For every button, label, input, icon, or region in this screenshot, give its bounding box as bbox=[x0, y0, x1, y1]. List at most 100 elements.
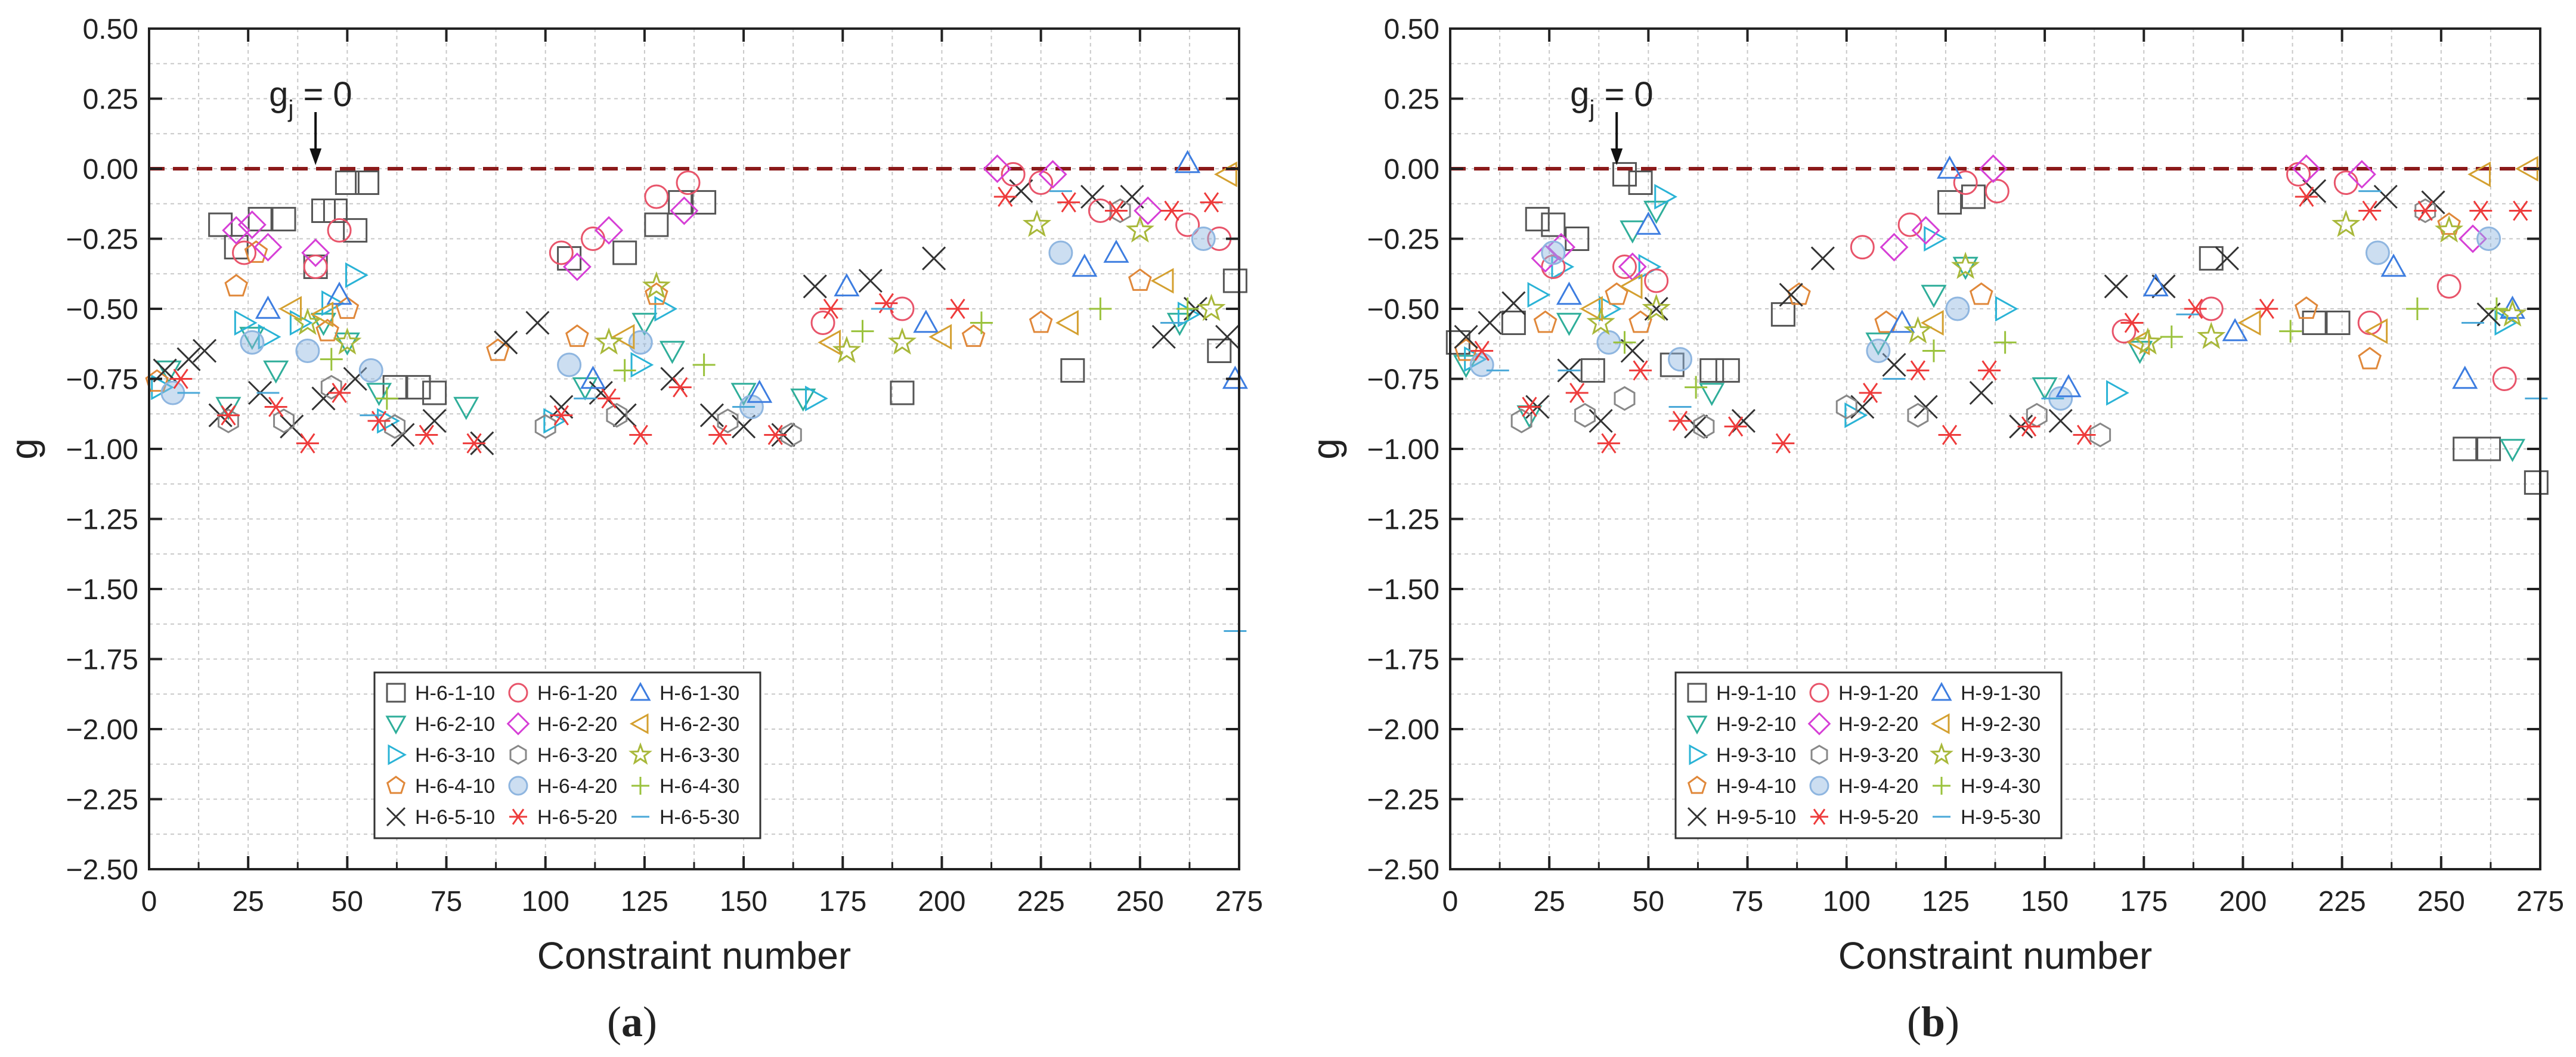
data-point bbox=[659, 340, 685, 364]
data-point bbox=[1574, 402, 1596, 428]
data-point bbox=[1109, 198, 1131, 224]
data-point bbox=[1920, 309, 1944, 336]
data-point bbox=[2160, 326, 2183, 348]
y-tick-label: −2.50 bbox=[66, 854, 138, 886]
data-point bbox=[1685, 376, 1708, 399]
data-point bbox=[1693, 414, 1715, 439]
x-tick-label: 175 bbox=[2120, 886, 2168, 917]
data-point bbox=[1605, 282, 1629, 305]
legend-entry: H-6-2-10 bbox=[385, 713, 495, 736]
data-point bbox=[1038, 160, 1067, 189]
data-point bbox=[1060, 358, 1085, 383]
legend-label: H-6-3-10 bbox=[415, 744, 495, 767]
data-point bbox=[644, 184, 669, 209]
data-point bbox=[328, 382, 351, 404]
data-point bbox=[2499, 439, 2526, 463]
data-point bbox=[366, 383, 392, 407]
data-point bbox=[1215, 324, 1240, 349]
y-tick-label: −2.00 bbox=[66, 714, 138, 746]
data-point bbox=[1222, 268, 1247, 293]
x-tick-label: 125 bbox=[621, 886, 668, 917]
data-point bbox=[375, 387, 398, 410]
annotation-arrowhead bbox=[309, 148, 322, 165]
data-point bbox=[1454, 324, 1478, 349]
x-tick-label: 0 bbox=[1442, 886, 1459, 917]
x-tick-label: 275 bbox=[1215, 886, 1263, 917]
series-H-9-4-30 bbox=[1613, 297, 2508, 399]
legend-label: H-6-4-30 bbox=[660, 775, 739, 798]
y-tick-label: −0.75 bbox=[66, 364, 138, 396]
data-point bbox=[1580, 296, 1603, 322]
data-point bbox=[1907, 402, 1929, 428]
data-point bbox=[676, 171, 701, 195]
legend-marker bbox=[629, 713, 649, 734]
data-point bbox=[295, 339, 320, 363]
data-point bbox=[832, 336, 862, 363]
data-point bbox=[2437, 212, 2461, 235]
legend-label: H-9-5-10 bbox=[1716, 806, 1796, 829]
data-point bbox=[1628, 171, 1653, 195]
x-tick-label: 175 bbox=[819, 886, 866, 917]
data-point bbox=[1642, 293, 1671, 321]
y-tick-label: −0.50 bbox=[1367, 294, 1439, 326]
x-tick-label: 25 bbox=[1533, 886, 1565, 917]
data-point bbox=[1921, 284, 1947, 308]
data-point bbox=[2222, 318, 2248, 342]
data-point bbox=[1586, 308, 1615, 335]
data-point bbox=[1207, 339, 1232, 363]
data-point bbox=[169, 368, 193, 389]
data-point bbox=[1200, 192, 1223, 213]
data-point bbox=[1160, 200, 1183, 221]
x-tick-label: 100 bbox=[522, 886, 569, 917]
data-point bbox=[1654, 184, 1678, 210]
legend-entry: H-9-4-10 bbox=[1687, 775, 1796, 798]
series-H-6-2-20 bbox=[222, 154, 1163, 281]
y-tick-label: 0.50 bbox=[1384, 14, 1439, 45]
legend-label: H-6-2-30 bbox=[660, 713, 739, 736]
data-point bbox=[2347, 160, 2376, 189]
annotation-arrowhead bbox=[1611, 148, 1623, 165]
data-point bbox=[1009, 179, 1033, 203]
legend-box bbox=[373, 671, 761, 839]
data-point bbox=[278, 296, 302, 322]
data-point bbox=[335, 171, 360, 195]
data-point bbox=[1057, 192, 1080, 213]
series-H-6-4-20 bbox=[160, 227, 1216, 419]
data-point bbox=[922, 246, 946, 271]
axes-a: 0 25 50 75 100 125 150 175 200 225 250 275 0.50 0.25 0… bbox=[66, 14, 1264, 917]
data-point bbox=[1048, 240, 1073, 265]
x-tick-label: 75 bbox=[1732, 886, 1763, 917]
legend-marker bbox=[506, 712, 530, 736]
legend-entry: H-6-1-10 bbox=[386, 682, 495, 705]
data-point bbox=[239, 327, 265, 351]
data-point bbox=[1699, 358, 1724, 383]
data-point bbox=[628, 330, 653, 355]
data-point bbox=[2414, 198, 2436, 224]
data-point bbox=[463, 433, 486, 454]
legend-label: H-6-2-20 bbox=[537, 713, 617, 736]
data-point bbox=[654, 296, 678, 322]
data-point bbox=[2199, 246, 2224, 271]
data-point bbox=[670, 196, 699, 225]
data-point bbox=[1120, 184, 1144, 209]
data-point bbox=[1175, 212, 1200, 237]
data-point bbox=[913, 309, 939, 333]
data-point bbox=[2373, 184, 2398, 209]
y-tick-label: −1.25 bbox=[66, 504, 138, 536]
y-tick-label: −0.75 bbox=[1367, 364, 1439, 396]
data-point bbox=[2459, 224, 2487, 253]
data-point bbox=[2104, 274, 2128, 299]
series-H-6-5-30 bbox=[177, 190, 1247, 632]
legend-marker bbox=[388, 744, 407, 765]
data-point bbox=[1525, 207, 1550, 232]
data-point bbox=[597, 388, 621, 409]
data-point bbox=[747, 379, 773, 403]
data-point bbox=[1510, 408, 1532, 433]
data-point bbox=[764, 424, 787, 445]
data-point bbox=[1993, 331, 2017, 354]
legend-entry: H-6-2-30 bbox=[629, 713, 739, 736]
data-point bbox=[1724, 416, 1747, 437]
legend-entry: H-6-3-10 bbox=[388, 744, 495, 767]
legend-marker bbox=[630, 681, 651, 701]
series-H-6-1-30 bbox=[255, 150, 1248, 403]
